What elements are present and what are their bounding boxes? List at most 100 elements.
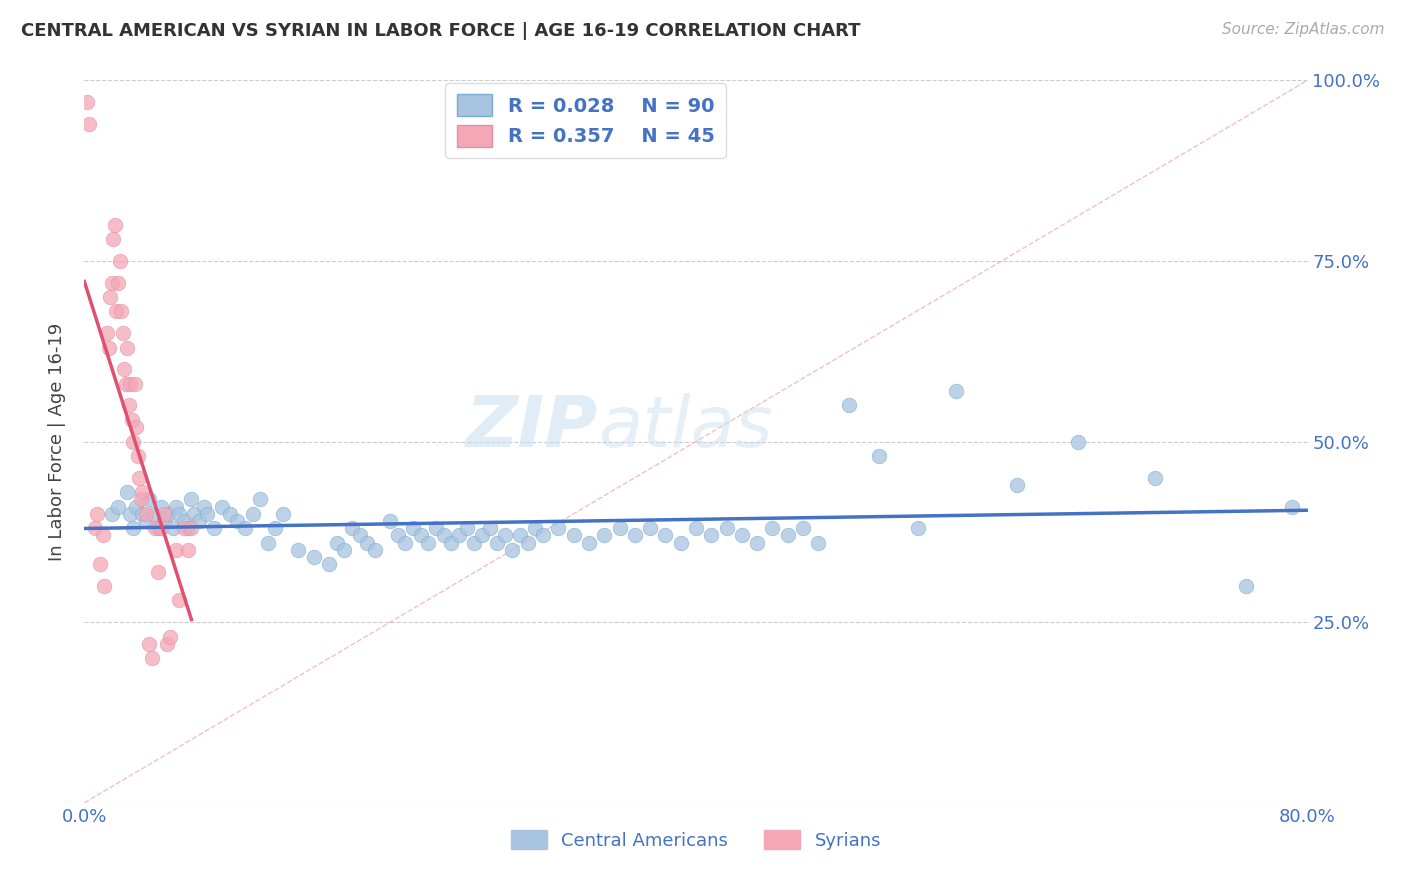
Point <box>1143 470 1166 484</box>
Point <box>1067 434 1090 449</box>
Point <box>700 528 723 542</box>
Point <box>716 521 738 535</box>
Point <box>93 579 115 593</box>
Text: CENTRAL AMERICAN VS SYRIAN IN LABOR FORCE | AGE 16-19 CORRELATION CHART: CENTRAL AMERICAN VS SYRIAN IN LABOR FORC… <box>21 22 860 40</box>
Point <box>578 535 600 549</box>
Point <box>242 507 264 521</box>
Point <box>257 535 280 549</box>
Point <box>146 565 169 579</box>
Point <box>180 521 202 535</box>
Point <box>112 362 135 376</box>
Point <box>211 500 233 514</box>
Point <box>167 507 190 521</box>
Point <box>364 542 387 557</box>
Point <box>747 535 769 549</box>
Point <box>325 535 347 549</box>
Point <box>101 276 124 290</box>
Point <box>531 528 554 542</box>
Point <box>409 528 432 542</box>
Point <box>115 341 138 355</box>
Point <box>202 521 225 535</box>
Point <box>807 535 830 549</box>
Point <box>110 304 132 318</box>
Point <box>97 341 120 355</box>
Point <box>638 521 661 535</box>
Point <box>516 535 538 549</box>
Point <box>138 492 160 507</box>
Point <box>156 637 179 651</box>
Point <box>120 507 142 521</box>
Point <box>103 232 125 246</box>
Point <box>593 528 616 542</box>
Point <box>195 507 218 521</box>
Point <box>380 514 402 528</box>
Point <box>447 528 470 542</box>
Point <box>108 253 131 268</box>
Point <box>153 514 176 528</box>
Point <box>761 521 783 535</box>
Point <box>107 276 129 290</box>
Point <box>226 514 249 528</box>
Point <box>547 521 569 535</box>
Point <box>624 528 647 542</box>
Point <box>114 376 136 391</box>
Point <box>149 500 172 514</box>
Point <box>98 290 121 304</box>
Point <box>502 542 524 557</box>
Point <box>118 398 141 412</box>
Point <box>96 326 118 340</box>
Point <box>233 521 256 535</box>
Point <box>287 542 309 557</box>
Point <box>425 521 447 535</box>
Point <box>111 326 134 340</box>
Point <box>524 521 547 535</box>
Point <box>349 528 371 542</box>
Point <box>731 528 754 542</box>
Point <box>907 521 929 535</box>
Point <box>89 558 111 572</box>
Point <box>562 528 585 542</box>
Point <box>131 485 153 500</box>
Point <box>776 528 799 542</box>
Point <box>128 470 150 484</box>
Point <box>177 542 200 557</box>
Point <box>149 521 172 535</box>
Point <box>77 117 100 131</box>
Point <box>138 637 160 651</box>
Point <box>509 528 531 542</box>
Point <box>609 521 631 535</box>
Point <box>1281 500 1303 514</box>
Point <box>333 542 356 557</box>
Point <box>471 528 494 542</box>
Point <box>141 651 163 665</box>
Point <box>249 492 271 507</box>
Point <box>478 521 501 535</box>
Point <box>143 521 166 535</box>
Point <box>945 384 967 398</box>
Legend: R = 0.028    N = 90, R = 0.357    N = 45: R = 0.028 N = 90, R = 0.357 N = 45 <box>446 83 727 158</box>
Point <box>157 507 180 521</box>
Point <box>183 507 205 521</box>
Point <box>418 535 440 549</box>
Point <box>124 376 146 391</box>
Point <box>104 218 127 232</box>
Point <box>121 413 143 427</box>
Point <box>115 485 138 500</box>
Point <box>142 507 165 521</box>
Point <box>869 449 891 463</box>
Point <box>153 507 176 521</box>
Point <box>669 535 692 549</box>
Point <box>146 521 169 535</box>
Point <box>122 521 145 535</box>
Point <box>340 521 363 535</box>
Point <box>433 528 456 542</box>
Point <box>101 507 124 521</box>
Point <box>125 420 148 434</box>
Point <box>127 449 149 463</box>
Point <box>494 528 516 542</box>
Text: ZIP: ZIP <box>465 392 598 461</box>
Point <box>173 514 195 528</box>
Point <box>159 630 181 644</box>
Point <box>91 528 114 542</box>
Point <box>486 535 509 549</box>
